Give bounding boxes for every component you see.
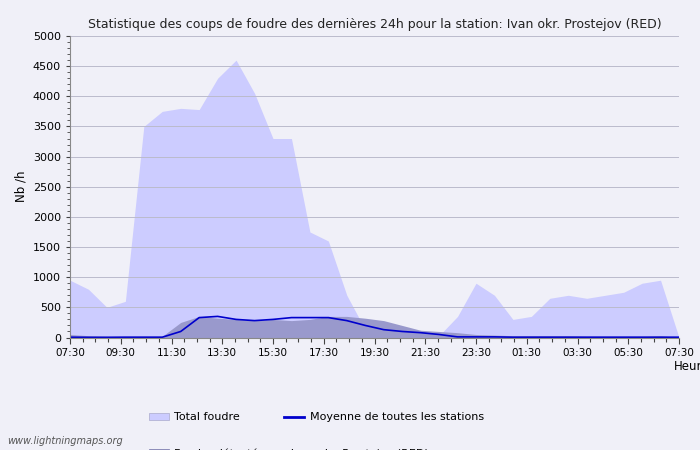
X-axis label: Heure: Heure bbox=[673, 360, 700, 373]
Text: www.lightningmaps.org: www.lightningmaps.org bbox=[7, 436, 122, 446]
Legend: Foudre détectée par Ivan okr. Prostejov (RED): Foudre détectée par Ivan okr. Prostejov … bbox=[148, 448, 429, 450]
Title: Statistique des coups de foudre des dernières 24h pour la station: Ivan okr. Pro: Statistique des coups de foudre des dern… bbox=[88, 18, 662, 31]
Y-axis label: Nb /h: Nb /h bbox=[14, 171, 27, 202]
